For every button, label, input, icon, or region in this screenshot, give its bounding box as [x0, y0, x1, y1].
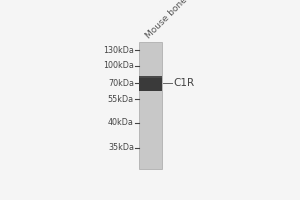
Text: 70kDa: 70kDa	[108, 79, 134, 88]
Text: C1R: C1R	[173, 78, 195, 88]
Text: 100kDa: 100kDa	[103, 61, 134, 70]
Bar	[139, 42, 162, 169]
Text: Mouse bone marrow: Mouse bone marrow	[144, 0, 216, 40]
Text: 55kDa: 55kDa	[108, 95, 134, 104]
Text: 40kDa: 40kDa	[108, 118, 134, 127]
Bar	[139, 76, 162, 91]
Bar	[139, 76, 162, 78]
Text: 35kDa: 35kDa	[108, 143, 134, 152]
Text: 130kDa: 130kDa	[103, 46, 134, 55]
